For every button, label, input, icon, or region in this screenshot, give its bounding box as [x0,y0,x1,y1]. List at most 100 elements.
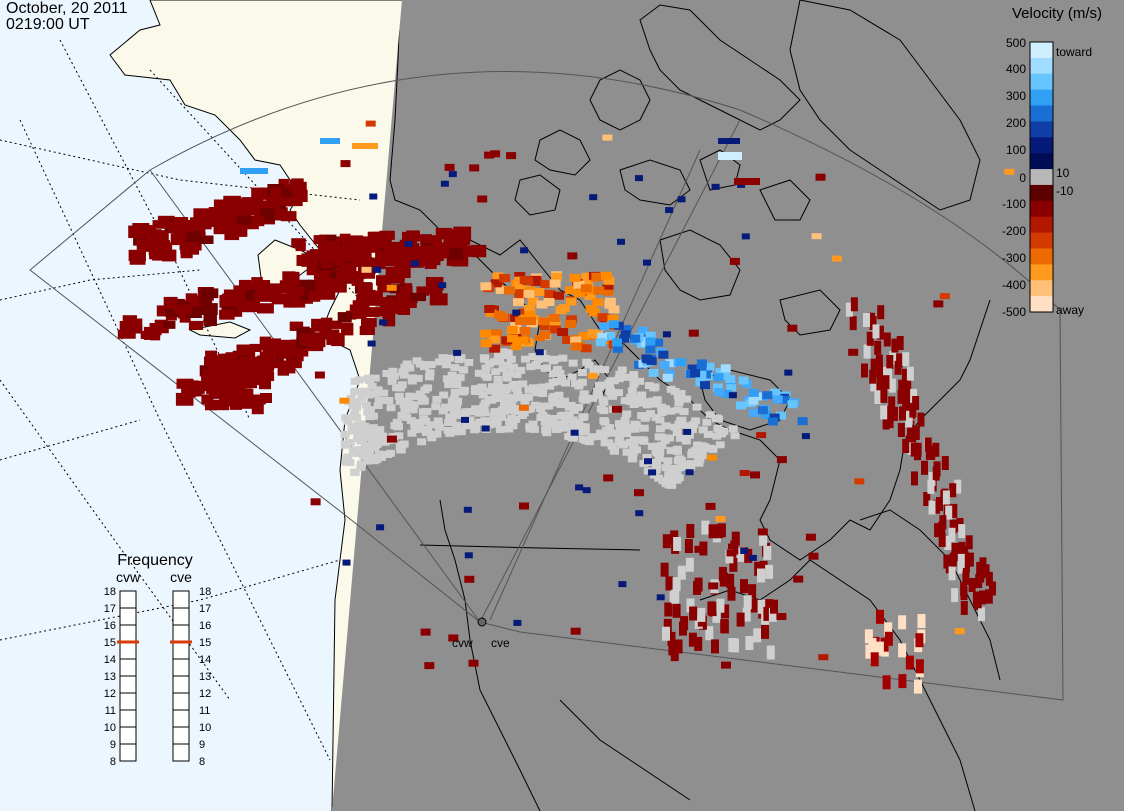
frequency-cell [172,726,190,745]
scatter-cell [888,378,896,393]
colorbar-segment [1030,73,1053,91]
scatter-cell [480,371,490,379]
scatter-cell [894,360,902,375]
scatter-cell [757,599,766,614]
scatter-cell [705,626,714,641]
scatter-cell [351,276,364,286]
scatter-cell [512,371,522,379]
scatter-cell [467,421,476,428]
radar-sites: cvw cve [452,617,510,650]
scatter-cell [398,265,411,279]
scatter-cell [386,404,396,412]
scatter-cell [204,356,216,367]
scatter-cell [644,398,654,406]
scatter-cell [720,619,729,634]
scatter-cell [427,246,440,255]
scatter-cell [480,329,492,338]
scatter-cell [366,296,382,306]
scatter-cell [566,401,576,409]
scatter-cell [552,426,562,433]
scatter-cell [372,456,382,463]
scatter-cell [449,395,459,403]
scatter-cell [739,470,750,476]
scatter-cell [439,391,449,399]
scatter-cell [915,633,924,648]
scatter-cell [357,460,366,468]
scatter-cell [579,428,589,436]
scatter-cell [762,391,773,400]
scatter-cell [223,289,238,299]
scatter-cell [527,296,539,305]
scatter-cell [394,392,404,400]
scatter-cell [682,395,692,403]
scatter-cell [885,406,893,420]
colorbar-tick-label: 10 [1056,166,1070,180]
scatter-cell [174,304,192,314]
frequency-tick-label: 13 [104,671,116,683]
scatter-cell [669,469,679,477]
scatter-cell [721,661,731,669]
scatter-cell [193,208,211,218]
scatter-cell [923,492,931,506]
scatter-cell [340,261,357,273]
scatter-cell [579,413,589,421]
scatter-cell [279,339,294,352]
scatter-cell [690,369,701,378]
scatter-cell [928,446,936,460]
scatter-cell [499,274,511,282]
scatter-cell [397,411,407,419]
scatter-cell [315,270,330,282]
scatter-cell [550,325,561,334]
scatter-cell [989,581,996,596]
scatter-cell [713,373,724,382]
scatter-cell [589,194,598,201]
scatter-cell [524,393,533,401]
scatter-cell [176,378,194,389]
scatter-cell [185,293,198,303]
scatter-cell [385,266,400,279]
scatter-cell [979,590,986,605]
scatter-cell [469,164,480,172]
scatter-cell [565,297,577,306]
scatter-cell [644,382,654,390]
scatter-cell [939,515,947,530]
frequency-tick-label: 18 [104,586,116,598]
scatter-cell [811,233,822,240]
scatter-cell [753,628,762,643]
scatter-cell [346,395,356,402]
colorbar-segment [1030,57,1053,75]
colorbar-tick-label: -300 [1002,251,1026,265]
scatter-cell [793,575,804,583]
scatter-cell [448,171,457,178]
scatter-cell [556,412,566,420]
scatter-cell [475,418,485,426]
scatter-cell [770,388,781,397]
scatter-cell [874,390,882,404]
scatter-cell [960,581,968,596]
scatter-cell [757,568,765,583]
scatter-cell [358,283,373,295]
scatter-cell [350,387,360,395]
scatter-cell [452,381,462,389]
scatter-cell [725,375,736,384]
frequency-cell [119,726,137,745]
scatter-cell [413,374,423,382]
scatter-cell [463,506,472,513]
scatter-cell [337,312,352,323]
colorbar-tick-label: 300 [1006,89,1026,103]
scatter-cell [371,257,386,267]
scatter-cell [662,534,671,549]
scatter-cell [899,406,906,421]
scatter-cell [595,381,604,389]
scatter-cell [540,354,550,362]
scatter-cell [177,309,189,319]
scatter-cell [921,460,928,475]
scatter-cell [891,406,898,421]
scatter-cell [481,364,491,372]
scatter-cell [870,652,879,667]
scatter-cell [513,280,525,289]
scatter-cell [258,187,275,199]
scatter-cell [626,394,635,402]
scatter-cell [269,341,286,353]
